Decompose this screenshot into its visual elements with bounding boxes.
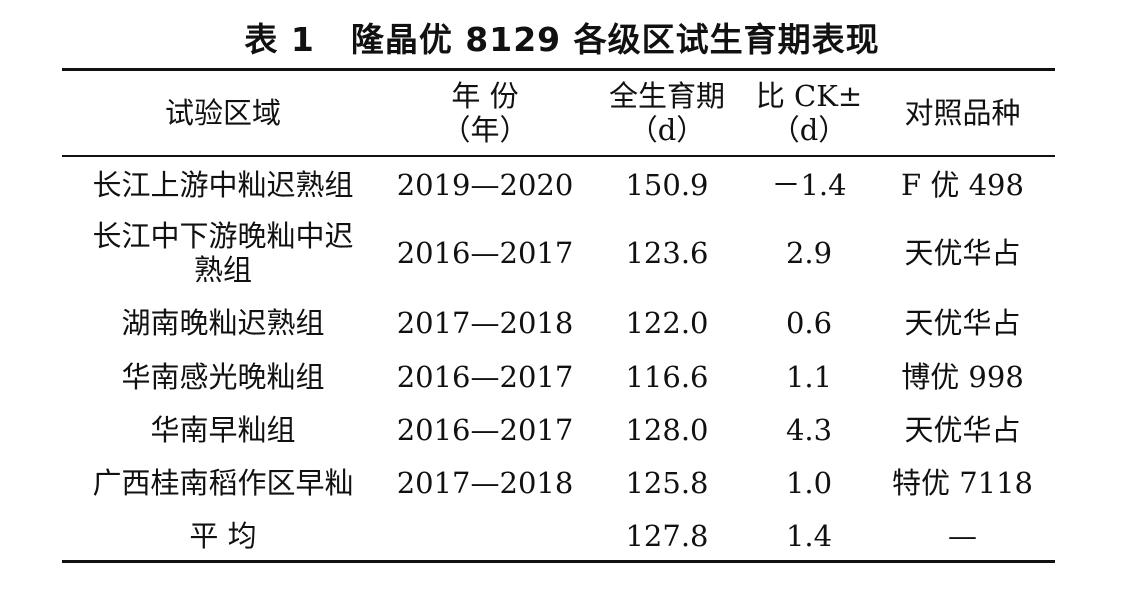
table-top-rule xyxy=(62,68,1055,71)
table-row-5-control: 特优 7118 xyxy=(891,466,1034,500)
table-row-1-region-line2: 熟组 xyxy=(193,253,252,287)
header-diff-unit: （d） xyxy=(770,113,848,147)
table-row-1-duration: 123.6 xyxy=(625,236,709,270)
table-row-1-diff: 2.9 xyxy=(785,236,833,270)
table-label: 表 1 xyxy=(244,20,315,59)
table-row-5-duration: 125.8 xyxy=(625,466,709,500)
table-row-0-control: F 优 498 xyxy=(901,168,1024,202)
table-row-average-years xyxy=(384,511,586,561)
header-years: 年 份 （年） xyxy=(384,76,586,150)
table-bottom-rule xyxy=(62,560,1055,563)
table-row-2-region: 湖南晚籼迟熟组 xyxy=(121,306,325,340)
table-row-1-years: 2016—2017 xyxy=(396,236,574,270)
header-duration-unit: （d） xyxy=(628,113,706,147)
table-row-1-control: 天优华占 xyxy=(904,236,1021,270)
table-row-2-control: 天优华占 xyxy=(904,306,1021,340)
table-row-3-diff: 1.1 xyxy=(785,360,833,394)
header-control-label: 对照品种 xyxy=(904,96,1021,130)
header-region-label: 试验区域 xyxy=(164,96,281,130)
table-row-1-region: 长江中下游晚籼中迟 熟组 xyxy=(62,213,384,293)
table-row-average-diff: 1.4 xyxy=(785,519,833,553)
table-row-5-years: 2017—2018 xyxy=(396,466,574,500)
table-row-0-region: 长江上游中籼迟熟组 xyxy=(92,168,354,202)
table-row-3-duration: 116.6 xyxy=(625,360,709,394)
table-row-3-years: 2016—2017 xyxy=(396,360,574,394)
table-row-4-duration: 128.0 xyxy=(625,413,709,447)
table-row-2-diff: 0.6 xyxy=(785,306,833,340)
table-row-0-diff: －1.4 xyxy=(771,168,847,202)
table-row-5-region: 广西桂南稻作区早籼 xyxy=(92,466,354,500)
header-diff-label: 比 CK± xyxy=(755,79,863,113)
table-row-average-label: 平 均 xyxy=(189,519,257,553)
table-row-0-years: 2019—2020 xyxy=(396,168,574,202)
table-row-average-duration: 127.8 xyxy=(625,519,709,553)
table-row-0-duration: 150.9 xyxy=(625,168,709,202)
header-region: 试验区域 xyxy=(62,76,384,150)
table-row-2-duration: 122.0 xyxy=(625,306,709,340)
header-years-unit: （年） xyxy=(441,113,529,147)
table-row-average-control: — xyxy=(948,519,977,553)
table-row-4-diff: 4.3 xyxy=(785,413,833,447)
table-row-4-region: 华南早籼组 xyxy=(150,413,296,447)
table-header-rule xyxy=(62,155,1055,157)
table-row-2-years: 2017—2018 xyxy=(396,306,574,340)
table-row-4-years: 2016—2017 xyxy=(396,413,574,447)
table-title: 表 1 隆晶优 8129 各级区试生育期表现 xyxy=(0,18,1124,62)
header-years-label: 年 份 xyxy=(451,79,519,113)
header-duration: 全生育期 （d） xyxy=(586,76,748,150)
table-title-text: 隆晶优 8129 各级区试生育期表现 xyxy=(350,20,880,59)
table-row-3-control: 博优 998 xyxy=(901,360,1024,394)
table-row-4-control: 天优华占 xyxy=(904,413,1021,447)
table-row-1-region-line1: 长江中下游晚籼中迟 xyxy=(92,219,354,253)
table-row-3-region: 华南感光晚籼组 xyxy=(121,360,325,394)
header-duration-label: 全生育期 xyxy=(608,79,725,113)
header-control: 对照品种 xyxy=(870,76,1055,150)
table-row-5-diff: 1.0 xyxy=(785,466,833,500)
header-diff: 比 CK± （d） xyxy=(748,76,870,150)
